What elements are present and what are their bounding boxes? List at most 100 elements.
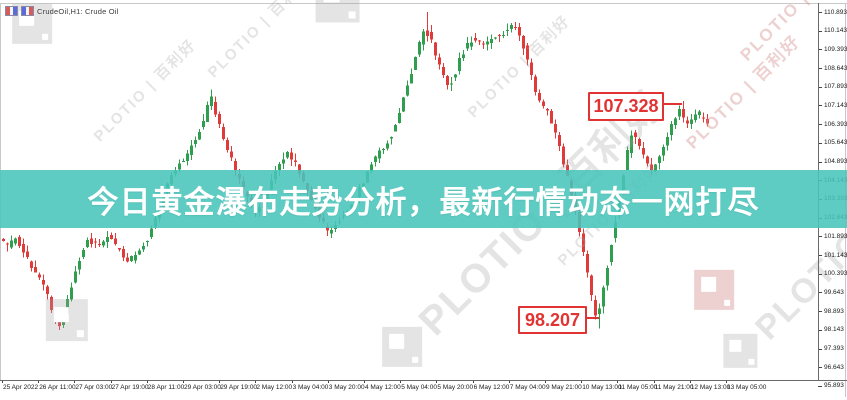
y-axis-label: 101.143 <box>824 251 847 259</box>
candle-body <box>218 114 221 124</box>
candle-body <box>690 119 693 124</box>
y-axis-label: 101.893 <box>824 232 847 240</box>
candle-body <box>670 124 673 136</box>
x-axis-label: 26 Apr 11:00 <box>39 384 76 391</box>
candle-body <box>398 112 401 123</box>
candle-body <box>282 159 285 164</box>
headline-banner: 今日黄金瀑布走势分析，最新行情动态一网打尽 <box>0 170 847 228</box>
x-axis-tick <box>2 380 3 383</box>
x-axis-tick <box>110 380 112 383</box>
candle-body <box>498 35 501 37</box>
candle-body <box>326 226 329 231</box>
candle-body <box>382 149 385 151</box>
y-axis-tick <box>818 273 822 275</box>
candle-body <box>682 109 685 118</box>
candle-body <box>434 42 437 56</box>
candle-body <box>602 287 605 307</box>
candle-body <box>534 76 537 92</box>
candle-body <box>646 156 649 164</box>
candle-body <box>590 275 593 295</box>
candle-body <box>42 279 45 285</box>
x-axis-label: 5 May 20:00 <box>437 384 474 391</box>
candle-body <box>686 120 689 124</box>
candle-body <box>466 42 469 49</box>
candle-body <box>82 249 85 257</box>
x-axis-tick <box>219 380 221 383</box>
candle-body <box>22 244 25 253</box>
candle-body <box>702 117 705 119</box>
candle-body <box>562 146 565 165</box>
y-axis-label: 107.893 <box>824 83 847 91</box>
candle-body <box>278 163 281 171</box>
x-axis-tick <box>364 380 365 383</box>
candle-body <box>130 256 133 262</box>
candle-body <box>390 136 393 139</box>
candle-body <box>58 320 61 326</box>
candle-body <box>94 241 97 243</box>
x-axis-tick <box>400 380 402 383</box>
chart-legend: CrudeOil,H1: Crude Oil <box>5 6 119 16</box>
candle-body <box>394 124 397 132</box>
x-axis-tick <box>436 380 438 383</box>
candle-body <box>634 132 637 138</box>
candle-body <box>14 238 17 244</box>
y-axis-label: 95.893 <box>824 382 844 390</box>
x-axis-label: 11 May 21:00 <box>654 384 694 391</box>
candle-body <box>194 139 197 145</box>
candle-body <box>70 287 73 300</box>
candle-body <box>102 241 105 246</box>
x-axis-tick <box>327 380 329 383</box>
y-axis-tick <box>818 367 822 369</box>
x-axis-label: 4 May 12:00 <box>365 384 401 391</box>
candle-body <box>470 42 473 47</box>
candle-body <box>510 24 513 30</box>
y-axis-label: 96.643 <box>824 363 844 371</box>
candle-body <box>642 147 645 155</box>
candle-body <box>406 85 409 96</box>
candle-body <box>462 54 465 58</box>
candle-chart-icon <box>21 6 34 16</box>
y-axis-tick <box>818 12 822 13</box>
candle-body <box>190 145 193 156</box>
candle-body <box>550 111 553 124</box>
candle-body <box>422 31 425 45</box>
candle-body <box>78 261 81 270</box>
candle-body <box>46 286 49 295</box>
y-axis-label: 100.393 <box>824 270 847 278</box>
x-axis-label: 28 Apr 11:00 <box>147 384 185 391</box>
candle-body <box>110 235 113 239</box>
x-axis-label: 5 May 04:00 <box>401 384 437 391</box>
candle-body <box>214 101 217 115</box>
candle-body <box>514 26 517 28</box>
candle-body <box>66 298 69 315</box>
candle-body <box>34 266 37 273</box>
candle-body <box>126 257 129 262</box>
y-axis-label: 110.893 <box>824 8 847 16</box>
high-price-callout: 107.328 <box>588 92 664 121</box>
candle-body <box>490 39 493 44</box>
y-axis-label: 97.393 <box>824 345 844 353</box>
candle-body <box>298 164 301 174</box>
candle-body <box>526 45 529 60</box>
x-axis-label: 29 Apr 19:00 <box>220 384 258 391</box>
candle-body <box>442 67 445 76</box>
candle-body <box>182 160 185 162</box>
candle-body <box>518 26 521 36</box>
candle-body <box>638 138 641 147</box>
x-axis-tick <box>183 380 184 383</box>
candle-body <box>290 152 293 160</box>
y-axis-label: 98.893 <box>824 307 844 315</box>
y-axis-tick <box>818 105 822 107</box>
low-price-callout: 98.207 <box>518 306 587 334</box>
headline-text: 今日黄金瀑布走势分析，最新行情动态一网打尽 <box>87 184 760 220</box>
x-axis-tick <box>508 380 510 383</box>
candle-body <box>202 120 205 128</box>
candle-body <box>54 313 57 323</box>
x-axis-label: 6 May 12:00 <box>473 384 510 391</box>
y-axis-tick <box>818 385 822 387</box>
y-axis-label: 106.393 <box>824 120 847 128</box>
candle-body <box>494 37 497 39</box>
x-axis-label: 25 Apr 2022 <box>3 384 39 391</box>
candle-body <box>114 238 117 244</box>
